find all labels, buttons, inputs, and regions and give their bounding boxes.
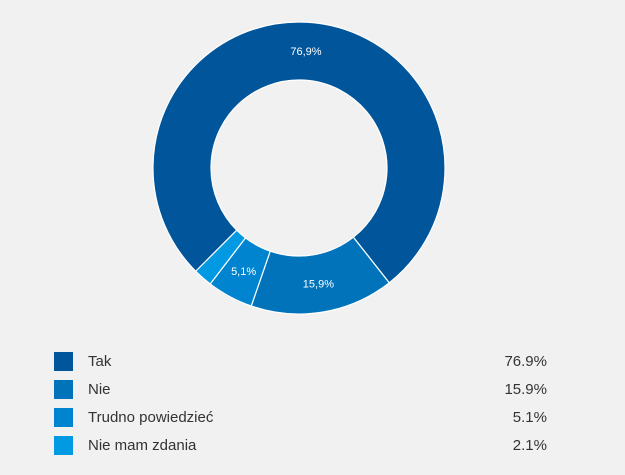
- legend-percent-tak: 76.9%: [504, 352, 547, 370]
- slice-nie-mam-zdania: [194, 229, 247, 285]
- legend-swatch-nie: [54, 379, 73, 399]
- legend-label-tak: Tak: [88, 352, 112, 370]
- slice-tak: [152, 21, 446, 284]
- legend-item-nie-mam-zdania: Nie mam zdania 2.1%: [54, 431, 547, 459]
- legend-swatch-tak: [54, 351, 73, 371]
- legend-label-trudno-powiedziec: Trudno powiedzieć: [88, 408, 214, 426]
- legend-swatch-nie-mam-zdania: [54, 435, 73, 455]
- legend-item-tak: Tak 76.9%: [54, 347, 547, 375]
- donut-chart: 76,9% 15,9% 5,1%: [152, 21, 446, 315]
- legend-percent-nie: 15.9%: [504, 380, 547, 398]
- legend-item-nie: Nie 15.9%: [54, 375, 547, 403]
- legend-percent-trudno-powiedziec: 5.1%: [512, 408, 547, 426]
- legend-item-trudno-powiedziec: Trudno powiedzieć 5.1%: [54, 403, 547, 431]
- legend-label-nie-mam-zdania: Nie mam zdania: [88, 436, 197, 454]
- legend-percent-nie-mam-zdania: 2.1%: [512, 436, 547, 454]
- legend-swatch-trudno-powiedziec: [54, 407, 73, 427]
- slice-label-trudno-powiedziec: 5,1%: [231, 266, 256, 278]
- legend-label-nie: Nie: [88, 380, 111, 398]
- slice-label-nie: 15,9%: [303, 278, 334, 290]
- slice-label-tak: 76,9%: [290, 46, 321, 58]
- chart-legend: Tak 76.9% Nie 15.9% Trudno powiedzieć 5.…: [54, 347, 547, 459]
